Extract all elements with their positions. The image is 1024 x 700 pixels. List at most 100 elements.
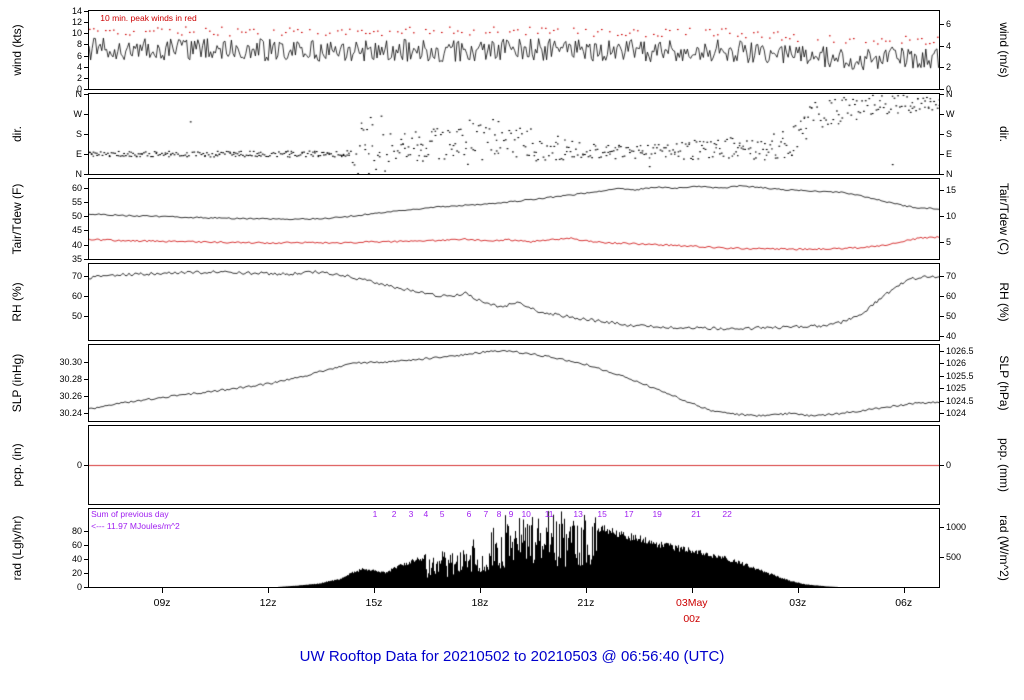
y-tick-label-left: 14 <box>71 6 82 16</box>
panel-pcp <box>88 425 940 505</box>
y-tick-mark <box>84 259 88 260</box>
y-tick-mark <box>940 350 944 352</box>
y-tick-mark <box>84 276 88 277</box>
y-tick-mark <box>84 22 88 24</box>
y-tick-mark <box>940 94 944 95</box>
y-tick-label-right: 1000 <box>946 522 967 533</box>
y-tick-mark <box>84 134 88 135</box>
y-tick-mark <box>940 154 944 155</box>
y-tick-mark <box>940 276 944 277</box>
y-tick-label-left: E <box>75 149 82 159</box>
y-tick-mark <box>940 527 944 529</box>
x-tick-label-secondary: 00z <box>683 613 701 625</box>
chart-title: UW Rooftop Data for 20210502 to 20210503… <box>299 648 725 665</box>
y-tick-label-right: N <box>946 169 953 179</box>
annotation-rad: 5 <box>439 509 445 520</box>
y-tick-label-left: 30.30 <box>59 356 82 367</box>
x-tick-label: 18z <box>471 597 489 609</box>
y-tick-label-left: 2 <box>76 72 82 83</box>
axis-label-dir-right: dir. <box>997 125 1011 143</box>
y-tick-mark <box>84 66 88 68</box>
y-tick-mark <box>940 174 944 175</box>
y-tick-label-left: 50 <box>71 211 82 222</box>
y-tick-label-right: 70 <box>946 271 957 281</box>
annotation-rad: 15 <box>597 509 607 520</box>
y-tick-mark <box>84 114 88 115</box>
y-tick-mark <box>84 378 88 380</box>
y-tick-mark <box>84 216 88 218</box>
y-tick-mark <box>940 413 944 415</box>
y-tick-label-right: S <box>946 129 953 139</box>
y-tick-label-left: S <box>75 129 82 139</box>
axis-label-pcp-right: pcp. (mm) <box>997 438 1011 492</box>
panel-rad <box>88 508 940 588</box>
y-tick-label-right: 1025.5 <box>946 370 974 381</box>
y-tick-mark <box>940 67 944 69</box>
y-tick-label-right: 1024 <box>946 408 967 419</box>
annotation-rad: 6 <box>466 509 472 520</box>
y-tick-mark <box>940 89 944 90</box>
y-tick-mark <box>84 187 88 189</box>
axis-label-rh-right: RH (%) <box>997 282 1011 322</box>
y-tick-label-left: 0 <box>76 460 82 470</box>
y-tick-label-left: 35 <box>71 254 82 264</box>
annotation-rad: 11 <box>544 509 554 520</box>
axis-label-slp-right: SLP (hPa) <box>997 355 1011 411</box>
annotation-wind: 10 min. peak winds in red <box>100 13 197 23</box>
annotation-rad: 17 <box>624 509 634 520</box>
y-tick-label-left: 30.24 <box>59 407 82 418</box>
y-tick-label-left: 40 <box>71 554 82 565</box>
x-tick-mark <box>479 588 481 593</box>
x-tick-label: 03z <box>789 597 807 609</box>
y-tick-label-right: 1025 <box>946 383 967 394</box>
x-tick-label: 06z <box>895 597 913 609</box>
annotation-rad: 22 <box>722 509 732 520</box>
y-tick-mark <box>84 55 88 57</box>
y-tick-mark <box>84 89 88 90</box>
y-tick-label-left: N <box>75 89 83 99</box>
y-tick-mark <box>940 336 944 337</box>
y-tick-label-left: 40 <box>71 239 82 250</box>
annotation-rad: 1 <box>372 509 378 520</box>
annotation-rad: 10 <box>521 509 531 520</box>
rad-plot-canvas <box>89 509 939 587</box>
y-tick-mark <box>940 114 944 115</box>
y-tick-label-left: 55 <box>71 196 82 207</box>
temp-plot-canvas <box>89 179 939 259</box>
y-tick-label-right: 500 <box>946 552 962 563</box>
y-tick-mark <box>940 316 944 317</box>
y-tick-label-right: 1026.5 <box>946 345 974 356</box>
y-tick-mark <box>84 154 88 155</box>
y-tick-label-left: 60 <box>71 182 82 193</box>
y-tick-label-left: 0 <box>76 84 82 94</box>
y-tick-mark <box>84 395 88 397</box>
annotation-rad: 19 <box>652 509 662 520</box>
y-tick-mark <box>940 296 944 297</box>
y-tick-mark <box>940 241 944 243</box>
y-tick-label-left: 30.26 <box>59 390 82 401</box>
y-tick-mark <box>940 45 944 47</box>
y-tick-label-right: 60 <box>946 291 957 301</box>
y-tick-mark <box>84 33 88 35</box>
wind-plot-canvas <box>89 11 939 89</box>
y-tick-mark <box>940 24 944 25</box>
panel-wind <box>88 10 940 90</box>
y-tick-mark <box>940 465 944 466</box>
y-tick-label-left: 60 <box>71 540 82 551</box>
y-tick-mark <box>84 11 88 12</box>
y-tick-label-left: 50 <box>71 311 82 321</box>
x-tick-label: 03May <box>676 597 708 609</box>
y-tick-label-right: 40 <box>946 331 957 341</box>
dir-plot-canvas <box>89 94 939 174</box>
x-tick-label: 15z <box>365 597 383 609</box>
y-tick-mark <box>84 77 88 79</box>
y-tick-mark <box>84 44 88 46</box>
y-tick-label-left: 8 <box>76 39 82 50</box>
y-tick-mark <box>84 545 88 547</box>
y-tick-label-right: 6 <box>946 19 952 29</box>
y-tick-label-right: 1026 <box>946 358 967 369</box>
axis-label-temp-right: Tair/Tdew (C) <box>997 182 1011 256</box>
y-tick-label-right: 15 <box>946 185 957 196</box>
y-tick-label-right: 10 <box>946 211 957 222</box>
